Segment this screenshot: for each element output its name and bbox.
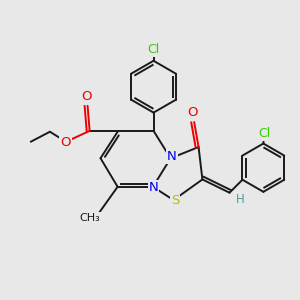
- Text: N: N: [149, 181, 158, 194]
- Text: O: O: [188, 106, 198, 119]
- Text: H: H: [236, 193, 244, 206]
- Text: Cl: Cl: [147, 43, 160, 56]
- Text: Cl: Cl: [259, 127, 271, 140]
- Text: O: O: [60, 136, 71, 149]
- Text: S: S: [171, 194, 179, 207]
- Text: CH₃: CH₃: [80, 213, 100, 223]
- Text: N: N: [167, 150, 177, 163]
- Text: O: O: [82, 90, 92, 103]
